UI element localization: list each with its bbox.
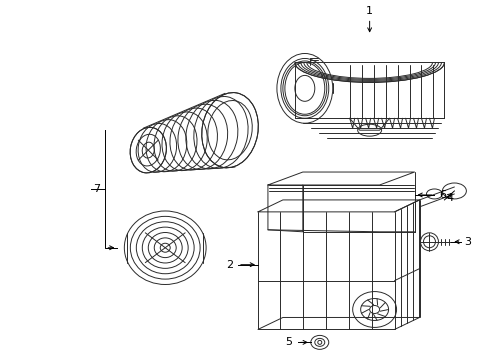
Text: 1: 1	[366, 6, 372, 32]
Text: 5: 5	[285, 337, 291, 347]
Text: 7: 7	[93, 184, 100, 194]
Text: 3: 3	[464, 237, 470, 247]
Text: 6: 6	[439, 190, 446, 200]
Text: 2: 2	[225, 260, 233, 270]
Text: 4: 4	[446, 193, 453, 203]
